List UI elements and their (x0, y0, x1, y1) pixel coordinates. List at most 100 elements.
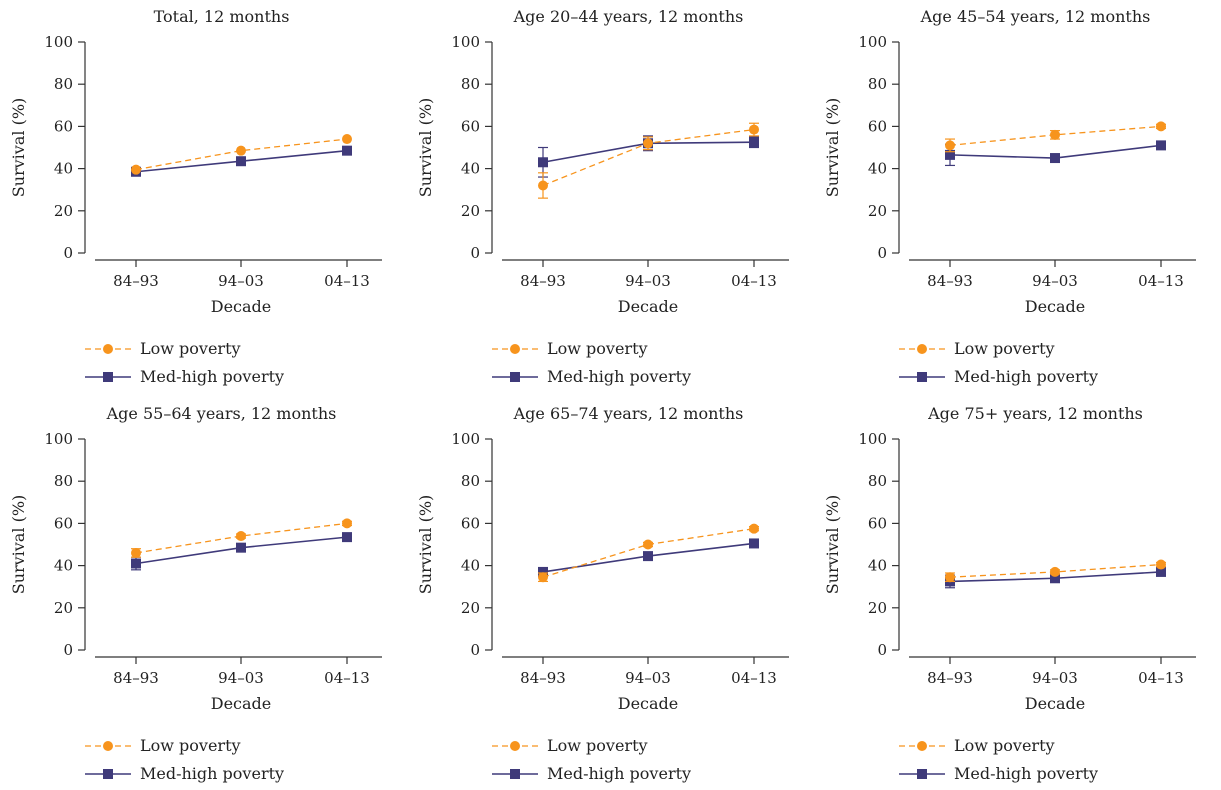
legend-low-poverty-label: Low poverty (954, 339, 1055, 358)
med-high-poverty-point (342, 532, 352, 543)
y-tick-label: 40 (54, 160, 73, 178)
y-tick-label: 100 (44, 430, 73, 448)
series-low-poverty (945, 559, 1166, 583)
y-tick-label: 20 (54, 599, 73, 617)
series-med-high-poverty (538, 538, 759, 577)
med-high-poverty-point (236, 156, 246, 167)
y-tick-label: 100 (858, 430, 887, 448)
y-tick-label: 100 (858, 33, 887, 51)
y-tick-label: 60 (54, 117, 73, 135)
med-high-poverty-point (749, 137, 759, 148)
x-tick-label: 94–03 (625, 272, 671, 290)
y-axis-label: Survival (%) (9, 98, 28, 198)
legend: Low poverty Med-high poverty (492, 339, 691, 386)
legend-med-high-poverty-label: Med-high poverty (547, 367, 691, 386)
y-tick-label: 0 (877, 244, 887, 262)
low-poverty-line (542, 528, 755, 578)
y-axis-label: Survival (%) (416, 495, 435, 595)
low-poverty-point (342, 134, 352, 145)
legend-low-poverty-marker (103, 344, 113, 354)
y-tick-label: 60 (868, 117, 887, 135)
y-tick-label: 80 (868, 75, 887, 93)
low-poverty-point (1050, 566, 1060, 577)
low-poverty-point (131, 547, 141, 558)
y-tick-label: 20 (54, 202, 73, 220)
legend-med-high-poverty-label: Med-high poverty (954, 367, 1098, 386)
legend-med-high-poverty-label: Med-high poverty (140, 367, 284, 386)
x-axis-label: Decade (618, 694, 679, 713)
y-axis-label: Survival (%) (823, 495, 842, 595)
y-tick-label: 80 (461, 75, 480, 93)
med-high-poverty-point (1050, 573, 1060, 584)
legend: Low poverty Med-high poverty (899, 339, 1098, 386)
y-tick-label: 60 (54, 514, 73, 532)
low-poverty-point (1156, 121, 1166, 132)
med-high-poverty-point (945, 149, 955, 160)
legend-med-high-poverty-marker (103, 769, 113, 779)
legend-low-poverty-label: Low poverty (140, 736, 241, 755)
x-tick-label: 04–13 (1138, 272, 1184, 290)
y-tick-label: 100 (451, 33, 480, 51)
y-tick-label: 20 (461, 599, 480, 617)
legend-med-high-poverty-label: Med-high poverty (547, 764, 691, 783)
series-low-poverty (131, 518, 352, 558)
y-tick-label: 60 (461, 117, 480, 135)
legend: Low poverty Med-high poverty (899, 736, 1098, 783)
low-poverty-point (945, 572, 955, 583)
low-poverty-point (945, 140, 955, 151)
chart-title: Age 75+ years, 12 months (927, 404, 1143, 423)
med-high-poverty-point (236, 542, 246, 553)
y-tick-label: 0 (877, 641, 887, 659)
chart-title: Age 20–44 years, 12 months (513, 7, 744, 26)
x-tick-label: 94–03 (625, 669, 671, 687)
x-tick-label: 94–03 (218, 272, 264, 290)
low-poverty-point (749, 523, 759, 534)
x-tick-label: 04–13 (731, 272, 777, 290)
y-tick-label: 20 (461, 202, 480, 220)
legend-med-high-poverty-marker (917, 769, 927, 779)
x-tick-label: 94–03 (1032, 272, 1078, 290)
legend-med-high-poverty-marker (510, 769, 520, 779)
y-axis-label: Survival (%) (9, 495, 28, 595)
chart-panel-2: Age 20–44 years, 12 months 0 20 40 60 80 100 Su… (416, 7, 789, 386)
x-axis-label: Decade (211, 694, 272, 713)
series-low-poverty (538, 523, 759, 583)
med-high-poverty-point (131, 558, 141, 569)
x-tick-label: 84–93 (927, 669, 973, 687)
low-poverty-point (1156, 559, 1166, 570)
legend-low-poverty-label: Low poverty (954, 736, 1055, 755)
y-tick-label: 0 (470, 641, 480, 659)
y-tick-label: 0 (470, 244, 480, 262)
x-axis-label: Decade (211, 297, 272, 316)
low-poverty-line (135, 138, 348, 171)
legend: Low poverty Med-high poverty (85, 736, 284, 783)
x-axis-label: Decade (1025, 694, 1086, 713)
low-poverty-point (749, 124, 759, 135)
y-tick-label: 40 (461, 557, 480, 575)
legend-med-high-poverty-marker (103, 372, 113, 382)
legend-med-high-poverty-marker (510, 372, 520, 382)
y-tick-label: 40 (461, 160, 480, 178)
y-tick-label: 0 (63, 641, 73, 659)
med-high-poverty-point (538, 566, 548, 577)
x-tick-label: 84–93 (113, 272, 159, 290)
legend-low-poverty-label: Low poverty (547, 339, 648, 358)
chart-title: Total, 12 months (154, 7, 290, 26)
low-poverty-point (538, 180, 548, 191)
chart-panel-6: Age 75+ years, 12 months 0 20 40 60 80 100 Surv… (823, 404, 1196, 783)
y-tick-label: 20 (868, 599, 887, 617)
y-tick-label: 40 (54, 557, 73, 575)
med-high-poverty-point (1050, 153, 1060, 164)
x-axis-label: Decade (1025, 297, 1086, 316)
y-axis-label: Survival (%) (416, 98, 435, 198)
chart-title: Age 65–74 years, 12 months (513, 404, 744, 423)
chart-title: Age 55–64 years, 12 months (106, 404, 337, 423)
med-high-poverty-point (1156, 566, 1166, 577)
chart-title: Age 45–54 years, 12 months (920, 7, 1151, 26)
med-high-poverty-point (643, 551, 653, 562)
legend-med-high-poverty-marker (917, 372, 927, 382)
series-low-poverty (538, 122, 759, 199)
med-high-poverty-point (1156, 140, 1166, 151)
x-tick-label: 04–13 (1138, 669, 1184, 687)
x-tick-label: 84–93 (927, 272, 973, 290)
